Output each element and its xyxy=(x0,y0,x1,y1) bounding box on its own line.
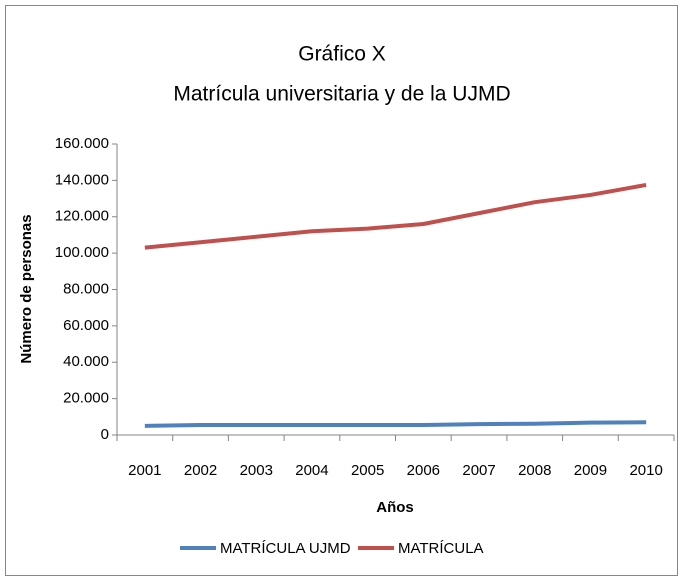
y-tick-label: 120.000 xyxy=(55,208,109,225)
chart-title: Gráfico X xyxy=(298,43,386,66)
series-line xyxy=(144,420,647,428)
y-tick-label: 60.000 xyxy=(63,317,109,334)
chart-subtitle: Matrícula universitaria y de la UJMD xyxy=(173,83,510,106)
x-tick-label: 2008 xyxy=(518,462,551,479)
x-tick-label: 2009 xyxy=(574,462,607,479)
y-tick-label: 160.000 xyxy=(55,135,109,152)
x-tick-label: 2007 xyxy=(462,462,495,479)
x-tick-label: 2005 xyxy=(351,462,384,479)
x-tick-label: 2002 xyxy=(184,462,217,479)
y-tick-label: 20.000 xyxy=(63,390,109,407)
legend-label: MATRÍCULA UJMD xyxy=(220,540,351,557)
x-tick-label: 2003 xyxy=(240,462,273,479)
x-tick-label: 2004 xyxy=(295,462,328,479)
y-tick-label: 140.000 xyxy=(55,171,109,188)
x-axis-label: Años xyxy=(376,499,414,516)
y-tick-label: 80.000 xyxy=(63,280,109,297)
legend-label: MATRÍCULA xyxy=(398,540,484,557)
x-tick-label: 2010 xyxy=(629,462,662,479)
y-tick-label: 100.000 xyxy=(55,244,109,261)
x-tick-label: 2001 xyxy=(128,462,161,479)
y-tick-label: 0 xyxy=(101,426,109,443)
x-tick-label: 2006 xyxy=(407,462,440,479)
series-line xyxy=(144,182,647,250)
y-axis-label: Número de personas xyxy=(18,214,35,363)
y-tick-label: 40.000 xyxy=(63,353,109,370)
